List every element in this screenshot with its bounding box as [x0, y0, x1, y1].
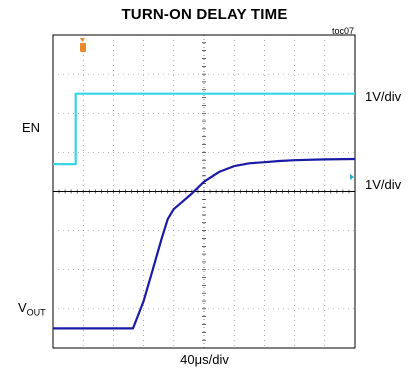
- en-trace: [53, 92, 355, 166]
- chart-title: TURN-ON DELAY TIME: [121, 6, 288, 23]
- en-channel-label: EN: [22, 120, 41, 135]
- trigger-marker-arrow: [80, 38, 85, 42]
- trigger-marker-icon: [80, 43, 86, 52]
- figure-id: toc07: [332, 26, 355, 36]
- vout-label-main: V: [18, 300, 27, 315]
- vout-channel-label: VOUT: [18, 300, 46, 318]
- vout-trace: [53, 157, 356, 330]
- en-scale-label: 1V/div: [365, 89, 402, 104]
- en-reference-marker: [350, 173, 354, 180]
- vout-label-subscript: OUT: [26, 307, 46, 318]
- x-scale-label: 40μs/div: [180, 352, 229, 367]
- vout-scale-label: 1V/div: [365, 177, 402, 192]
